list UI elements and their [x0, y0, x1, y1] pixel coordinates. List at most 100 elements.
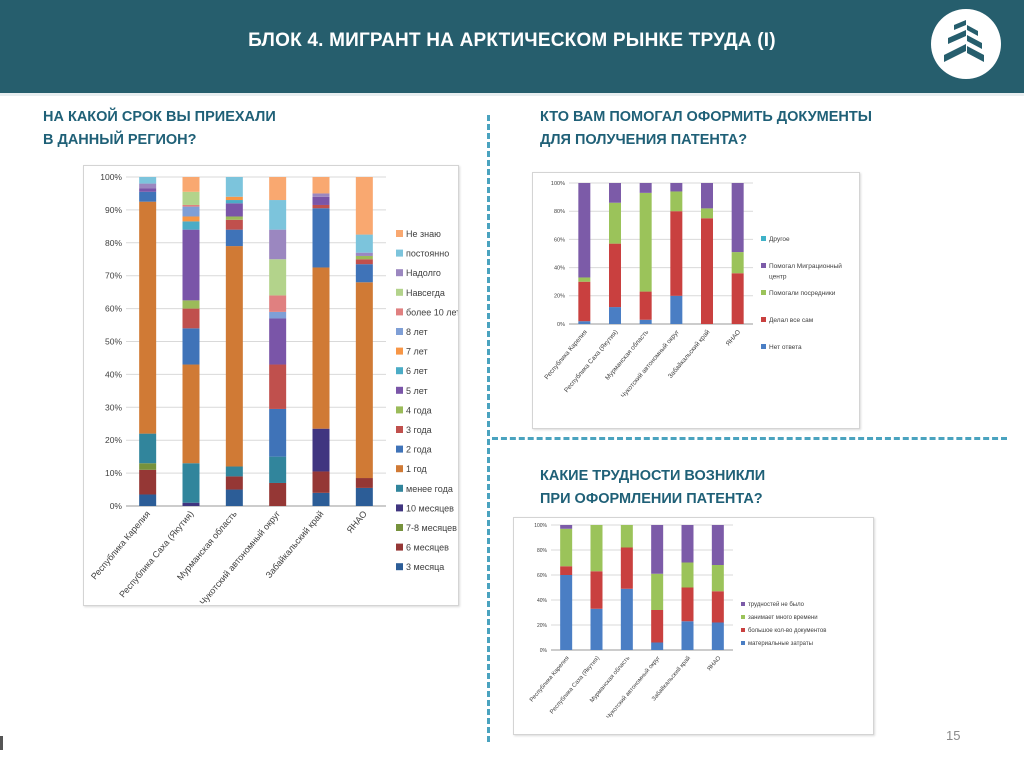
- bar-segment: [225, 229, 243, 247]
- legend-swatch: [396, 249, 403, 257]
- bar-segment: [269, 408, 287, 457]
- bar-segment: [269, 200, 287, 230]
- bar-segment: [681, 525, 694, 563]
- bar-segment: [139, 463, 157, 470]
- bar-segment: [560, 566, 573, 575]
- y-tick-label: 20%: [105, 435, 122, 445]
- bar-segment: [355, 234, 373, 253]
- horizontal-divider: [492, 437, 1007, 440]
- page-number: 15: [946, 728, 961, 743]
- legend-label: 2 года: [406, 445, 432, 455]
- bar-segment: [651, 573, 664, 610]
- chart-patent-difficulties: 0% 20% 40% 60% 80% 100% Республика Карелия Респ…: [513, 517, 874, 735]
- bar-segment: [225, 216, 243, 220]
- bar-segment: [182, 177, 200, 192]
- question-2: КТО ВАМ ПОМОГАЛ ОФОРМИТЬ ДОКУМЕНТЫ ДЛЯ П…: [540, 106, 872, 152]
- chart-stay-duration: 0% 10% 20% 30% 40% 50% 60% 70% 80% 90% 100% Республ…: [83, 165, 460, 607]
- x-tick-label: ЯНАО: [707, 655, 723, 672]
- bar-segment: [269, 295, 287, 312]
- vertical-divider: [487, 115, 490, 742]
- legend-swatch: [396, 426, 403, 433]
- y-tick-label: 40%: [105, 369, 122, 379]
- bar-segment: [269, 318, 287, 365]
- legend-label: занимает много времени: [748, 615, 818, 621]
- legend-swatch: [396, 269, 403, 277]
- bar-segment: [681, 621, 694, 650]
- y-tick-label: 20%: [554, 294, 565, 300]
- legend-label: менее года: [406, 484, 453, 494]
- legend-swatch: [396, 347, 403, 355]
- bar-segment: [639, 291, 652, 320]
- bar-segment: [670, 191, 683, 212]
- bar-segment: [225, 466, 243, 477]
- legend-swatch: [761, 344, 766, 349]
- legend-label: более 10 лет: [406, 307, 458, 317]
- bar-segment: [578, 277, 591, 282]
- bar-segment: [355, 478, 373, 488]
- bar-segment: [609, 183, 621, 203]
- bar-segment: [590, 571, 603, 609]
- y-tick-label: 90%: [105, 205, 122, 215]
- bar-segment: [560, 575, 573, 650]
- bar-segment: [639, 192, 652, 292]
- bar-segment: [355, 259, 373, 265]
- bar-segment: [355, 264, 373, 283]
- y-tick-label: 70%: [105, 271, 122, 281]
- legend-label: постоянно: [406, 249, 449, 259]
- bar-segment: [670, 183, 683, 192]
- bar-segment: [731, 183, 744, 253]
- question-3: КАКИЕ ТРУДНОСТИ ВОЗНИКЛИ ПРИ ОФОРМЛЕНИИ …: [540, 465, 765, 511]
- bar-segment: [639, 319, 652, 324]
- legend-swatch: [396, 288, 403, 296]
- bar-segment: [701, 208, 713, 219]
- legend-swatch: [396, 484, 403, 492]
- bar-segment: [312, 177, 330, 194]
- bar-segment: [651, 642, 664, 650]
- question-1: НА КАКОЙ СРОК ВЫ ПРИЕХАЛИ В ДАННЫЙ РЕГИО…: [43, 106, 276, 152]
- bar-segment: [560, 528, 573, 567]
- bar-segment: [182, 204, 200, 207]
- bar-segment: [182, 328, 200, 365]
- legend-label: 6 месяцев: [406, 543, 449, 553]
- chart-document-help-svg: 0%20%40%60%80%100%Республика КарелияРесп…: [543, 181, 843, 400]
- chart-stay-duration-svg: 0% 10% 20% 30% 40% 50% 60% 70% 80% 90% 100% Республ…: [89, 172, 460, 607]
- bar-segment: [182, 221, 200, 230]
- legend-swatch: [741, 615, 745, 619]
- x-tick-label: Республика Саха (Якутия): [549, 655, 601, 715]
- legend-swatch: [396, 386, 403, 394]
- bar-segment: [651, 610, 664, 643]
- legend-label: 4 года: [406, 405, 432, 415]
- bar-segment: [620, 547, 633, 589]
- x-tick-label: ЯНАО: [725, 329, 742, 348]
- x-tick-label: ЯНАО: [345, 509, 369, 535]
- y-tick-label: 30%: [105, 402, 122, 412]
- header-divider: [0, 93, 1024, 96]
- bar-segment: [225, 489, 243, 506]
- header-bar: [0, 0, 1024, 93]
- legend-swatch: [741, 628, 745, 632]
- bar-segment: [681, 562, 694, 588]
- bar-segment: [701, 218, 713, 324]
- bar-segment: [639, 183, 652, 193]
- question-2-line-2: ДЛЯ ПОЛУЧЕНИЯ ПАТЕНТА?: [540, 132, 748, 148]
- legend-swatch: [396, 445, 403, 453]
- bar-segment: [620, 525, 633, 548]
- question-1-line-2: В ДАННЫЙ РЕГИОН?: [43, 132, 197, 148]
- bar-segment: [590, 525, 603, 572]
- legend-swatch: [396, 504, 403, 512]
- bar-segment: [731, 273, 744, 324]
- bar-segment: [312, 193, 330, 197]
- legend-label: Другое: [769, 236, 790, 243]
- legend-label: 6 лет: [406, 366, 428, 376]
- bar-segment: [139, 183, 157, 189]
- y-tick-label: 0%: [557, 322, 565, 328]
- bar-segment: [578, 321, 591, 324]
- legend-swatch: [396, 563, 403, 571]
- legend-swatch: [396, 465, 403, 473]
- legend-swatch: [761, 263, 766, 268]
- bar-segment: [312, 208, 330, 268]
- legend-swatch: [396, 308, 403, 316]
- bar-segment: [578, 281, 591, 322]
- bar-segment: [139, 191, 157, 202]
- bar-segment: [701, 183, 713, 209]
